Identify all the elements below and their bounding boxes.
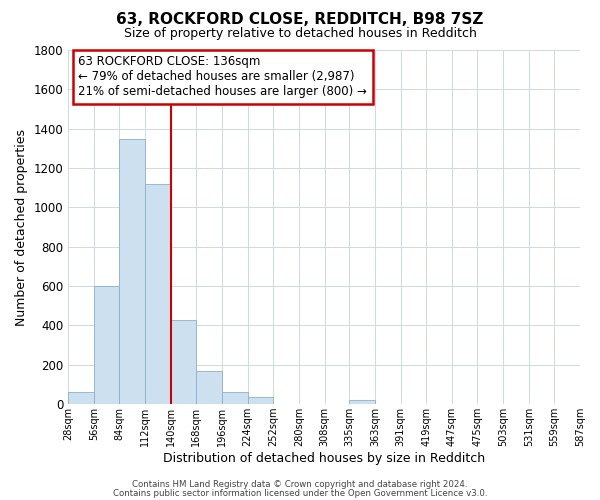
Text: 63, ROCKFORD CLOSE, REDDITCH, B98 7SZ: 63, ROCKFORD CLOSE, REDDITCH, B98 7SZ <box>116 12 484 28</box>
X-axis label: Distribution of detached houses by size in Redditch: Distribution of detached houses by size … <box>163 452 485 465</box>
Text: Contains HM Land Registry data © Crown copyright and database right 2024.: Contains HM Land Registry data © Crown c… <box>132 480 468 489</box>
Bar <box>349 400 375 404</box>
Bar <box>94 286 119 404</box>
Text: 63 ROCKFORD CLOSE: 136sqm
← 79% of detached houses are smaller (2,987)
21% of se: 63 ROCKFORD CLOSE: 136sqm ← 79% of detac… <box>79 56 367 98</box>
Bar <box>248 398 273 404</box>
Bar <box>196 370 222 404</box>
Bar <box>68 392 94 404</box>
Bar <box>145 184 171 404</box>
Bar <box>119 138 145 404</box>
Text: Contains public sector information licensed under the Open Government Licence v3: Contains public sector information licen… <box>113 488 487 498</box>
Text: Size of property relative to detached houses in Redditch: Size of property relative to detached ho… <box>124 28 476 40</box>
Bar <box>171 320 196 404</box>
Y-axis label: Number of detached properties: Number of detached properties <box>15 128 28 326</box>
Bar <box>222 392 248 404</box>
